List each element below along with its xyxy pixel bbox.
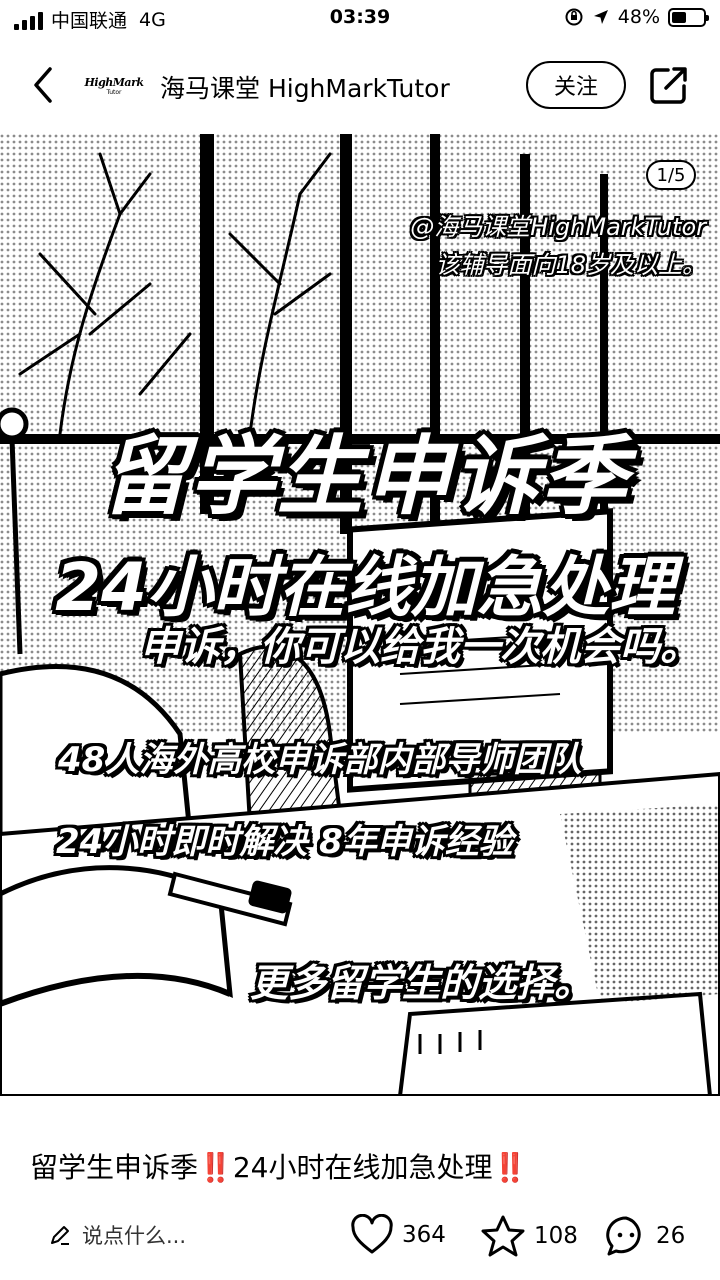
battery-level: [672, 11, 687, 23]
location-icon: [593, 10, 608, 24]
network-label: 4G: [139, 8, 166, 31]
collect-count: 108: [534, 1223, 578, 1249]
status-time: 03:39: [329, 6, 391, 28]
subtext-team: 48人海外高校申诉部内部导师团队: [58, 740, 582, 780]
logo-text: HighMark: [84, 76, 144, 89]
chat-bubble-icon: [606, 1216, 641, 1256]
bottom-action-bar: 说点什么... 364 108 26: [0, 1200, 720, 1270]
status-right: 48%: [564, 6, 709, 28]
status-left: 中国联通 4G: [14, 6, 166, 33]
study-desk-photo: [0, 134, 720, 1096]
carrier-label: 中国联通: [51, 10, 128, 32]
status-bar: 中国联通 4G 03:39 48%: [0, 0, 720, 36]
like-count: 364: [402, 1222, 446, 1248]
post-title: 留学生申诉季‼️24小时在线加急处理‼️: [30, 1151, 528, 1184]
star-icon: [481, 1215, 525, 1257]
subtext-experience: 24小时即时解决 8年申诉经验: [56, 822, 513, 862]
comment-input[interactable]: 说点什么...: [48, 1220, 186, 1250]
share-icon: [650, 67, 687, 104]
page-counter: 1/5: [646, 160, 696, 190]
comment-placeholder: 说点什么...: [82, 1224, 187, 1248]
account-name[interactable]: 海马课堂 HighMarkTutor: [160, 74, 450, 103]
chevron-left-icon: [34, 67, 52, 103]
logo-subtext: Tutor: [106, 89, 122, 96]
back-button[interactable]: [22, 62, 64, 108]
collect-button[interactable]: 108: [480, 1214, 578, 1258]
pencil-icon: [51, 1226, 69, 1245]
orientation-lock-icon: [565, 8, 583, 26]
post-image[interactable]: 1/5 @海马课堂HighMarkTutor 该辅导面向18岁及以上。 留学生申…: [0, 134, 720, 1096]
subtext-choice: 更多留学生的选择。: [250, 961, 593, 1005]
comment-button[interactable]: 26: [604, 1214, 685, 1258]
watermark-line-1: @海马课堂HighMarkTutor: [410, 213, 706, 241]
comment-count: 26: [656, 1223, 686, 1249]
signal-icon: [14, 10, 43, 30]
heart-icon: [351, 1214, 393, 1254]
like-button[interactable]: 364: [350, 1214, 446, 1256]
watermark-line-2: 该辅导面向18岁及以上。: [435, 251, 706, 279]
headline-main: 留学生申诉季: [101, 427, 629, 527]
battery-icon: [668, 7, 709, 27]
share-button[interactable]: [646, 62, 692, 108]
battery-percent: 48%: [617, 6, 660, 28]
account-avatar-logo[interactable]: HighMark Tutor: [78, 68, 150, 104]
follow-button[interactable]: 关注: [526, 61, 626, 109]
headline-secondary: 24小时在线加急处理: [55, 549, 675, 626]
header: HighMark Tutor 海马课堂 HighMarkTutor 关注: [0, 40, 720, 130]
subtext-appeal-question: 申诉，你可以给我一次机会吗。: [140, 624, 700, 670]
watermark: @海马课堂HighMarkTutor 该辅导面向18岁及以上。: [410, 208, 706, 284]
